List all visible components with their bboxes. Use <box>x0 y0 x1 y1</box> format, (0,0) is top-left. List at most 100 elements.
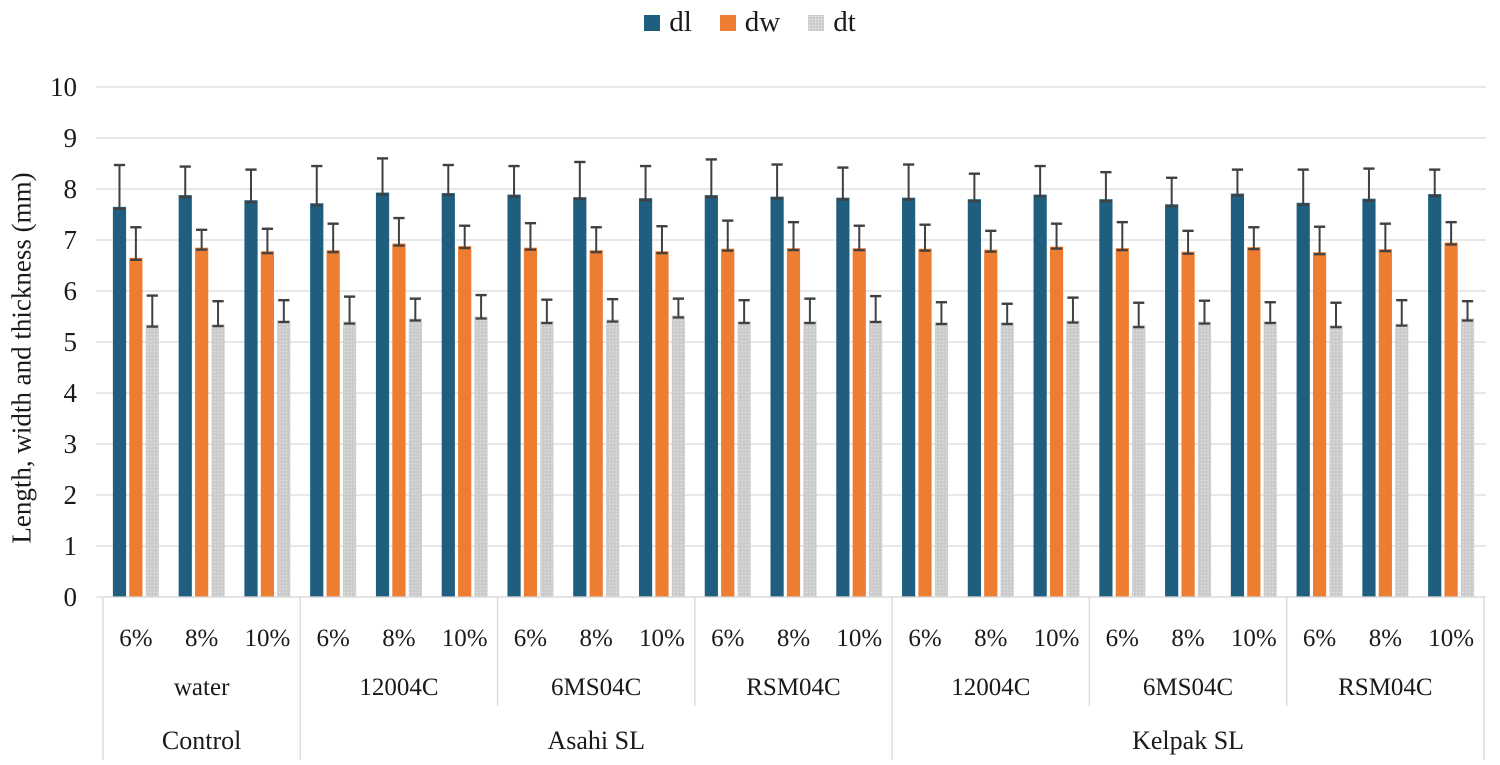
bar-dw-4 <box>392 243 406 597</box>
y-tick-label-9: 9 <box>64 123 78 153</box>
bar-dw-19 <box>1378 249 1392 597</box>
x-label-concentration-11: 10% <box>836 625 882 652</box>
legend-marker-dl <box>644 14 661 31</box>
x-label-subgroup-3: RSM04C <box>746 674 840 701</box>
bar-dl-15 <box>1099 199 1113 597</box>
x-label-concentration-15: 6% <box>1106 625 1139 652</box>
y-axis-title: Length, width and thickness (mm) <box>6 172 37 544</box>
bar-dt-8 <box>671 315 685 597</box>
x-label-group-0: Control <box>162 726 241 755</box>
x-label-subgroup-6: RSM04C <box>1338 674 1432 701</box>
x-label-concentration-16: 8% <box>1171 625 1204 652</box>
bar-dt-11 <box>869 320 883 597</box>
bar-dl-19 <box>1362 198 1376 597</box>
x-label-concentration-12: 6% <box>908 625 941 652</box>
x-label-concentration-18: 6% <box>1303 625 1336 652</box>
bar-dt-4 <box>408 318 422 597</box>
bar-dl-0 <box>112 206 127 597</box>
bar-dl-1 <box>178 195 192 597</box>
bar-dt-0 <box>145 324 159 597</box>
bar-dl-10 <box>770 196 784 597</box>
bar-dt-15 <box>1132 325 1146 597</box>
x-label-concentration-7: 8% <box>580 625 613 652</box>
bar-dl-8 <box>638 198 653 597</box>
bar-dl-20 <box>1428 194 1442 597</box>
bar-dw-3 <box>326 250 340 597</box>
bar-dl-4 <box>375 192 390 597</box>
legend-label-dl: dl <box>669 6 692 38</box>
bar-dt-17 <box>1263 321 1277 597</box>
bar-dl-12 <box>902 197 916 598</box>
bar-dw-20 <box>1444 242 1458 598</box>
bar-dl-14 <box>1033 194 1047 598</box>
bar-dw-7 <box>589 250 603 597</box>
bar-dt-5 <box>474 316 488 597</box>
bar-dl-7 <box>573 197 587 597</box>
bar-dt-18 <box>1329 325 1343 597</box>
x-label-concentration-17: 10% <box>1231 625 1277 652</box>
x-label-group-1: Asahi SL <box>547 726 645 755</box>
x-label-concentration-8: 10% <box>639 625 685 652</box>
bar-dl-13 <box>967 199 981 597</box>
y-tick-label-3: 3 <box>64 429 78 459</box>
bar-dt-10 <box>803 321 817 597</box>
bar-dt-12 <box>934 322 949 597</box>
x-label-concentration-5: 10% <box>442 625 488 652</box>
bar-dw-1 <box>195 247 209 597</box>
chart-legend: dl dw dt <box>0 8 1500 37</box>
y-tick-label-7: 7 <box>64 225 78 255</box>
bar-dt-3 <box>342 321 357 597</box>
x-label-subgroup-0: water <box>174 674 230 701</box>
bar-dt-19 <box>1395 323 1409 597</box>
bar-dt-20 <box>1460 318 1475 597</box>
x-label-concentration-1: 8% <box>185 625 218 652</box>
bar-dw-17 <box>1247 247 1261 597</box>
y-tick-label-5: 5 <box>64 327 78 357</box>
y-tick-label-1: 1 <box>64 531 78 561</box>
bar-dw-16 <box>1181 251 1195 598</box>
y-tick-label-0: 0 <box>64 582 78 612</box>
y-tick-label-2: 2 <box>64 480 78 510</box>
bar-dw-8 <box>655 251 669 597</box>
bar-dl-6 <box>507 194 521 598</box>
bar-dw-9 <box>721 248 735 598</box>
legend-label-dw: dw <box>744 6 781 38</box>
x-label-subgroup-5: 6MS04C <box>1143 674 1233 701</box>
bar-dt-13 <box>1000 322 1014 597</box>
bar-dw-12 <box>918 248 932 598</box>
x-label-concentration-9: 6% <box>711 625 744 652</box>
bar-dl-5 <box>441 193 455 597</box>
bar-dl-2 <box>244 200 258 597</box>
x-label-concentration-10: 8% <box>777 625 810 652</box>
bar-dt-6 <box>540 321 554 597</box>
legend-item-dt: dt <box>808 8 856 37</box>
y-tick-label-6: 6 <box>64 276 78 306</box>
y-tick-label-4: 4 <box>64 378 78 408</box>
bar-dw-2 <box>260 251 275 597</box>
y-tick-label-8: 8 <box>64 174 78 204</box>
bar-dt-1 <box>211 324 225 597</box>
x-label-concentration-3: 6% <box>317 625 350 652</box>
bar-dl-9 <box>704 195 718 597</box>
legend-item-dw: dw <box>719 6 781 38</box>
bar-dw-14 <box>1049 246 1064 597</box>
x-label-concentration-19: 8% <box>1369 625 1402 652</box>
bar-dw-0 <box>129 257 143 597</box>
bar-dt-7 <box>606 319 620 597</box>
x-label-concentration-13: 8% <box>974 625 1007 652</box>
x-label-concentration-20: 10% <box>1428 625 1474 652</box>
legend-marker-dt <box>808 14 825 31</box>
bar-dl-3 <box>310 203 324 597</box>
bar-dl-17 <box>1230 193 1245 597</box>
bar-dw-6 <box>523 247 538 597</box>
x-label-concentration-0: 6% <box>119 625 152 652</box>
bar-dl-11 <box>836 197 850 598</box>
x-label-concentration-2: 10% <box>244 625 290 652</box>
bar-dt-2 <box>277 320 291 597</box>
bar-dw-11 <box>852 248 866 597</box>
bar-dw-13 <box>984 249 998 597</box>
legend-item-dl: dl <box>644 8 692 37</box>
y-tick-label-10: 10 <box>50 72 77 102</box>
bar-dw-5 <box>458 246 472 597</box>
